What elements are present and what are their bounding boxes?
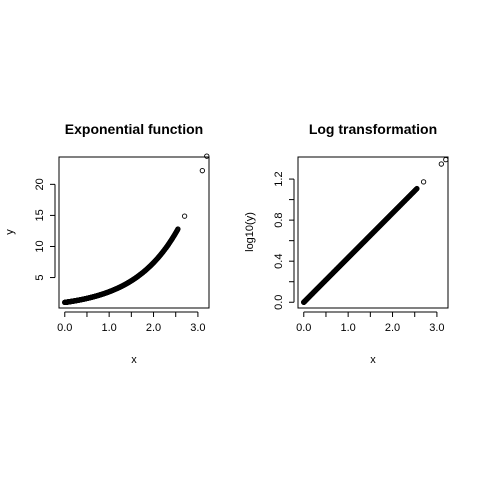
data-point [199, 168, 205, 174]
plot-frame [297, 156, 449, 309]
data-point [181, 213, 188, 219]
x-axis: 0.0 1.0 2.0 3.0 [296, 311, 445, 334]
y-axis-label: y [4, 229, 16, 235]
x-tick-label: 1.0 [340, 322, 355, 334]
plot-frame [58, 156, 210, 309]
x-tick-label: 1.0 [101, 322, 116, 334]
y-axis: 5 10 15 20 [34, 178, 56, 281]
x-tick-label: 0.0 [296, 322, 311, 334]
y-tick-label: 10 [34, 240, 46, 252]
x-axis-label: x [131, 354, 137, 366]
x-tick-label: 3.0 [190, 322, 205, 334]
x-tick-label: 0.0 [57, 322, 72, 334]
data-point [414, 185, 420, 192]
y-axis: 0.0 0.4 0.8 1.2 [273, 171, 295, 310]
data-point [438, 161, 444, 167]
y-tick-label: 0.4 [273, 254, 285, 269]
y-tick-label: 1.2 [273, 171, 285, 186]
panel-log-transformation: Log transformation 0.0 1.0 2.0 3.0 0.00.40.… [244, 121, 449, 366]
data-point [420, 179, 427, 185]
chart-title: Log transformation [309, 121, 437, 137]
data-point [443, 156, 449, 163]
x-tick-label: 2.0 [146, 322, 161, 334]
chart-title: Exponential function [65, 121, 203, 137]
y-tick-label: 0.0 [273, 295, 285, 310]
x-axis: 0.0 1.0 2.0 3.0 [57, 311, 206, 334]
x-tick-label: 3.0 [429, 322, 444, 334]
x-tick-label: 2.0 [385, 322, 400, 334]
x-axis-label: x [370, 354, 376, 366]
panel-exponential-function: Exponential function 0.0 1.0 2.0 3.0 5 10 15 2… [4, 121, 210, 366]
point-layer [301, 156, 449, 305]
y-tick-label: 20 [34, 178, 46, 190]
data-point [204, 153, 210, 159]
point-layer [62, 153, 210, 306]
data-point [175, 226, 181, 232]
y-axis-label: log10(y) [244, 212, 256, 252]
y-tick-label: 0.8 [273, 212, 285, 227]
y-tick-label: 15 [34, 209, 46, 221]
y-tick-label: 5 [34, 274, 46, 280]
